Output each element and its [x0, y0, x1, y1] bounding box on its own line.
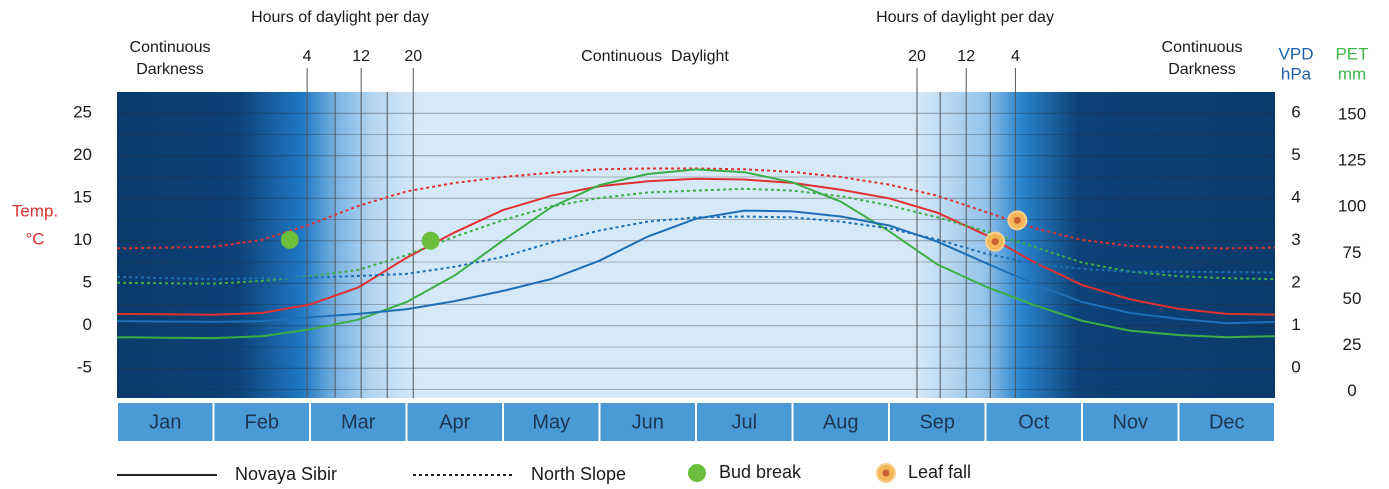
region-label: Continuous	[130, 39, 211, 56]
legend-label: Leaf fall	[908, 462, 971, 482]
x-tick-label: Dec	[1209, 411, 1245, 433]
y2-tick-label: 3	[1291, 230, 1300, 249]
y2-tick-label: 1	[1291, 315, 1300, 334]
x-tick-label: Mar	[341, 411, 376, 433]
leaf-fall-center	[882, 469, 890, 477]
region-label: Darkness	[136, 61, 204, 78]
month-cell	[214, 403, 309, 441]
legend-label: Bud break	[719, 462, 802, 482]
series-line	[116, 177, 1276, 316]
series-line	[116, 209, 1276, 325]
region-label: Darkness	[1168, 61, 1236, 78]
month-cell	[890, 403, 985, 441]
month-cell	[600, 403, 695, 441]
x-tick-label: Feb	[245, 411, 279, 433]
legend-label: North Slope	[531, 464, 626, 484]
daylight-header: Hours of daylight per day	[251, 9, 429, 26]
plot-background	[117, 92, 1275, 398]
daylight-label: 4	[1011, 48, 1020, 65]
y3-tick-label: 50	[1343, 289, 1362, 308]
bud-break-marker	[688, 464, 706, 482]
y-tick-label: 20	[73, 145, 92, 164]
x-tick-label: Nov	[1112, 411, 1148, 433]
x-tick-label: May	[532, 411, 570, 433]
month-cell	[1179, 403, 1274, 441]
x-tick-label: Aug	[823, 411, 859, 433]
y3-tick-label: 125	[1338, 151, 1366, 170]
axis-label: Temp.	[12, 201, 58, 220]
daylight-header: Hours of daylight per day	[876, 9, 1054, 26]
month-cell	[504, 403, 599, 441]
y-tick-label: 15	[73, 188, 92, 207]
daylight-label: 12	[957, 48, 975, 65]
y3-tick-label: 0	[1347, 381, 1356, 400]
axis-label: mm	[1338, 64, 1366, 83]
month-cell	[407, 403, 502, 441]
leaf-fall-center	[1013, 216, 1021, 224]
y3-tick-label: 150	[1338, 105, 1366, 124]
y2-tick-label: 2	[1291, 273, 1300, 292]
y2-tick-label: 4	[1291, 188, 1300, 207]
y-tick-label: 25	[73, 103, 92, 122]
y3-tick-label: 75	[1343, 243, 1362, 262]
y3-tick-label: 100	[1338, 197, 1366, 216]
y-tick-label: 5	[83, 273, 92, 292]
y2-tick-label: 5	[1291, 145, 1300, 164]
x-tick-label: Oct	[1018, 411, 1050, 433]
axis-label: VPD	[1279, 44, 1314, 63]
daylight-label: 12	[352, 48, 370, 65]
bud-break-marker	[280, 230, 299, 249]
legend-label: Novaya Sibir	[235, 464, 337, 484]
daylight-label: 20	[908, 48, 926, 65]
month-cell	[118, 403, 213, 441]
x-tick-label: Sep	[919, 411, 955, 433]
x-tick-label: Jan	[149, 411, 181, 433]
x-tick-label: Apr	[439, 411, 470, 433]
month-cell	[793, 403, 888, 441]
leaf-fall-center	[991, 238, 999, 246]
month-cell	[1083, 403, 1178, 441]
series-line	[116, 168, 1276, 340]
y-tick-label: -5	[77, 358, 92, 377]
series-line	[116, 215, 1276, 281]
bud-break-marker	[421, 231, 440, 250]
x-tick-label: Jun	[632, 411, 664, 433]
daylight-label: 20	[404, 48, 422, 65]
y-tick-label: 0	[83, 315, 92, 334]
y3-tick-label: 25	[1343, 335, 1362, 354]
month-cell	[986, 403, 1081, 441]
axis-label: °C	[25, 229, 44, 248]
y2-tick-label: 0	[1291, 358, 1300, 377]
daylight-label: 4	[303, 48, 312, 65]
axis-label: PET	[1335, 44, 1368, 63]
series-line	[116, 187, 1276, 285]
region-label: Continuous Daylight	[581, 48, 729, 65]
x-tick-label: Jul	[731, 411, 757, 433]
month-cell	[697, 403, 792, 441]
region-label: Continuous	[1162, 39, 1243, 56]
month-cell	[311, 403, 406, 441]
axis-label: hPa	[1281, 64, 1312, 83]
y2-tick-label: 6	[1291, 103, 1300, 122]
y-tick-label: 10	[73, 230, 92, 249]
